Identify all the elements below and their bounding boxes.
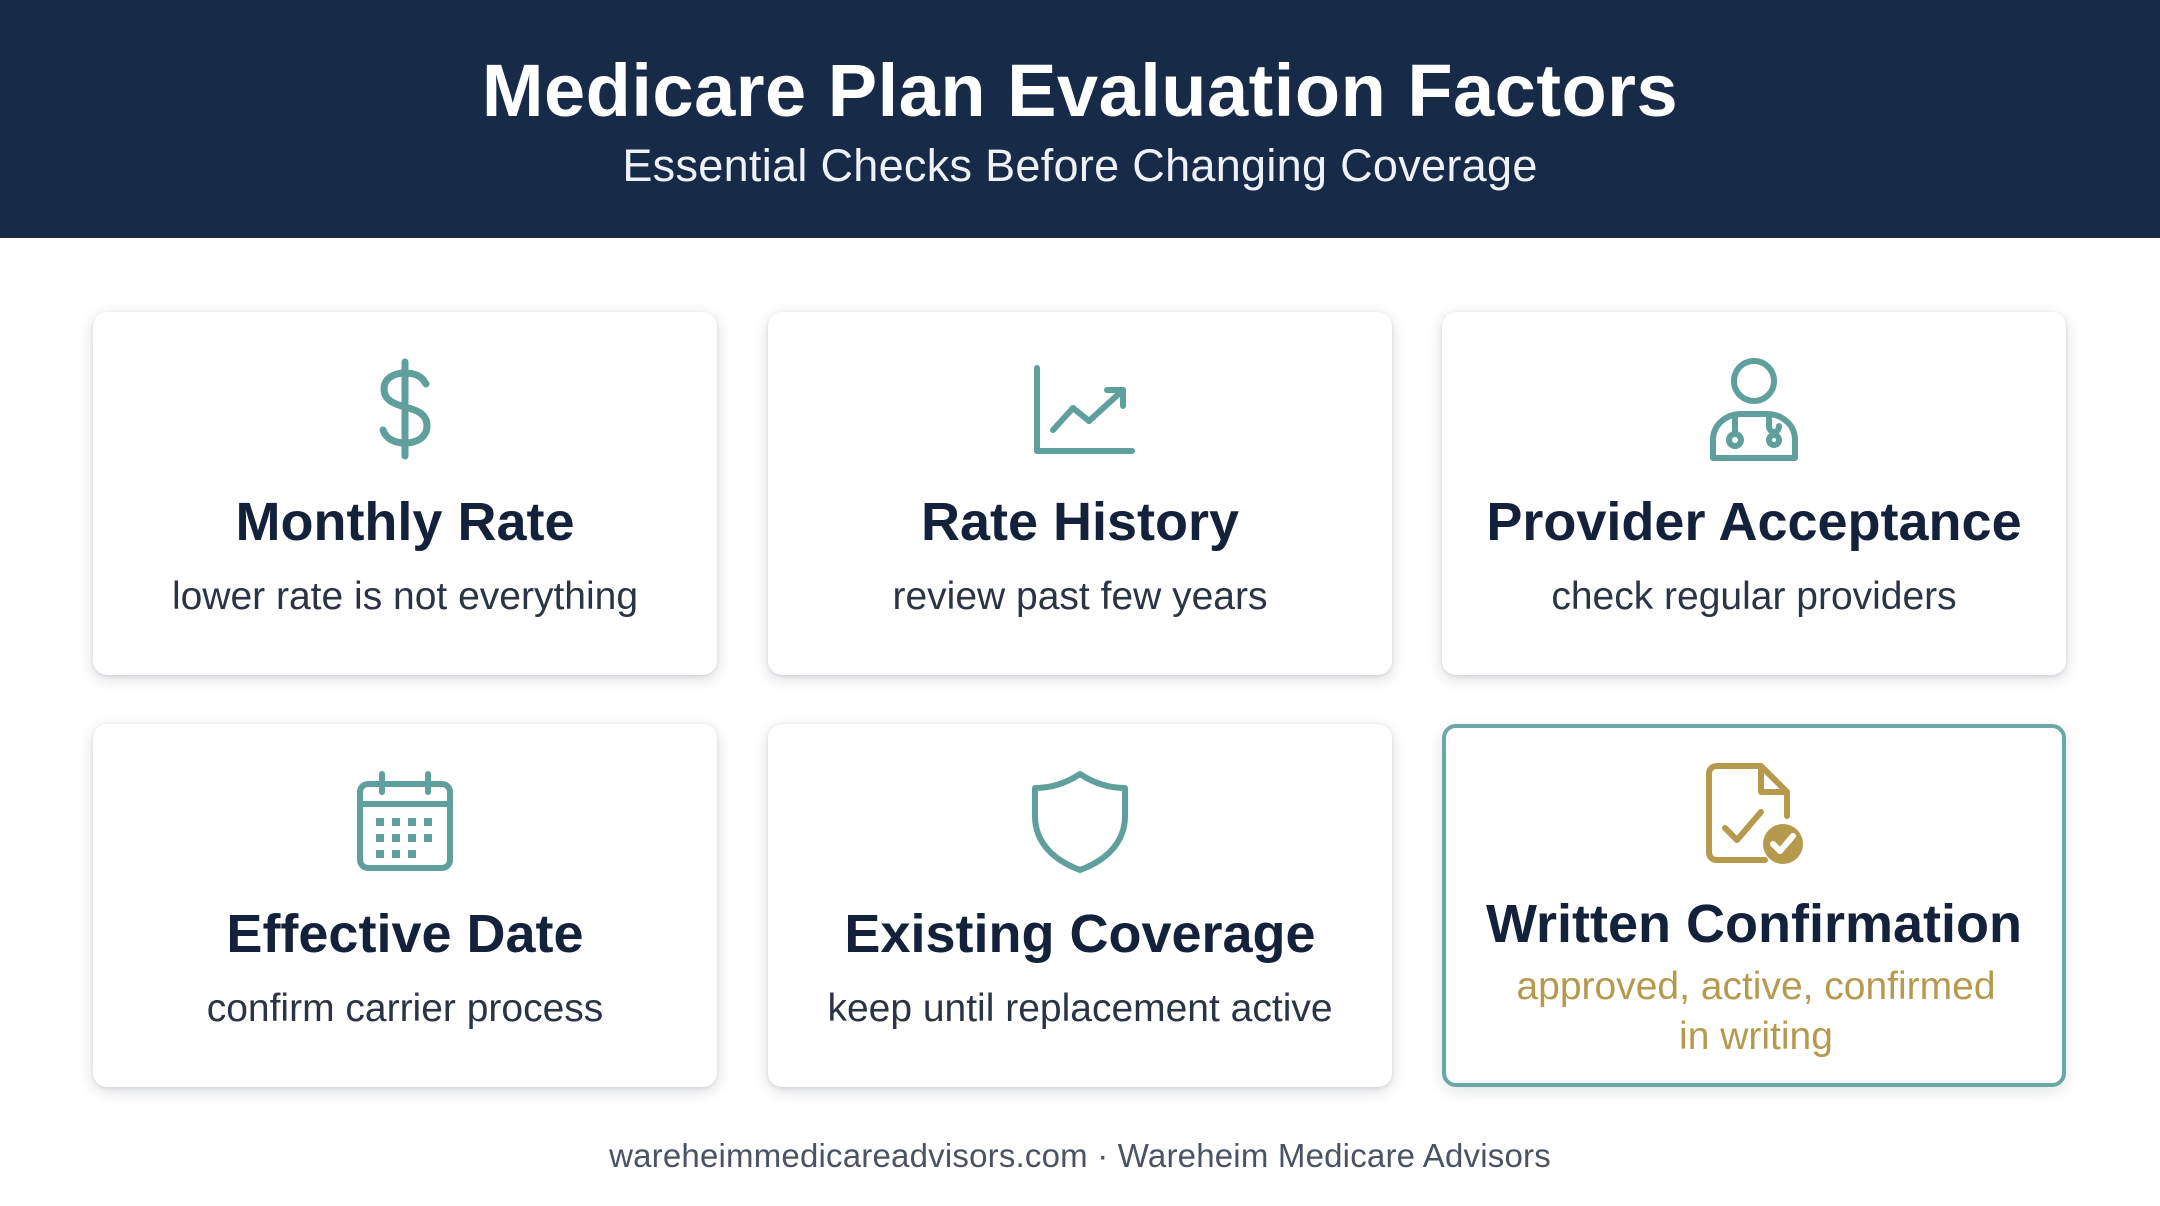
document-check-icon (1699, 758, 1809, 868)
card-description: confirm carrier process (206, 987, 604, 1030)
card-title: Provider Acceptance (1486, 492, 2022, 552)
card-title: Existing Coverage (844, 904, 1316, 964)
card-effective-date: Effective Date confirm carrier process (93, 724, 717, 1087)
page-subtitle: Essential Checks Before Changing Coverag… (622, 140, 1538, 191)
card-monthly-rate: Monthly Rate lower rate is not everythin… (93, 312, 717, 675)
card-description: approved, active, confirmed in writing (1516, 965, 1996, 1058)
header-banner: Medicare Plan Evaluation Factors Essenti… (0, 0, 2160, 238)
card-description: lower rate is not everything (171, 575, 639, 618)
card-title: Rate History (920, 492, 1240, 552)
line-chart-icon (1025, 354, 1135, 464)
card-description: review past few years (892, 575, 1268, 618)
card-title: Effective Date (226, 904, 584, 964)
dollar-icon (350, 354, 460, 464)
footer-attribution: wareheimmedicareadvisors.com · Wareheim … (609, 1137, 1551, 1174)
card-description: check regular providers (1551, 575, 1957, 618)
doctor-icon (1699, 354, 1809, 464)
card-rate-history: Rate History review past few years (768, 312, 1392, 675)
card-existing-coverage: Existing Coverage keep until replacement… (768, 724, 1392, 1087)
card-description: keep until replacement active (827, 987, 1333, 1030)
calendar-icon (350, 766, 460, 876)
card-title: Monthly Rate (235, 492, 575, 552)
card-title: Written Confirmation (1486, 894, 2022, 954)
page-title: Medicare Plan Evaluation Factors (481, 49, 1679, 132)
shield-icon (1025, 766, 1135, 876)
card-written-confirmation: Written Confirmation approved, active, c… (1442, 724, 2066, 1087)
card-provider-acceptance: Provider Acceptance check regular provid… (1442, 312, 2066, 675)
